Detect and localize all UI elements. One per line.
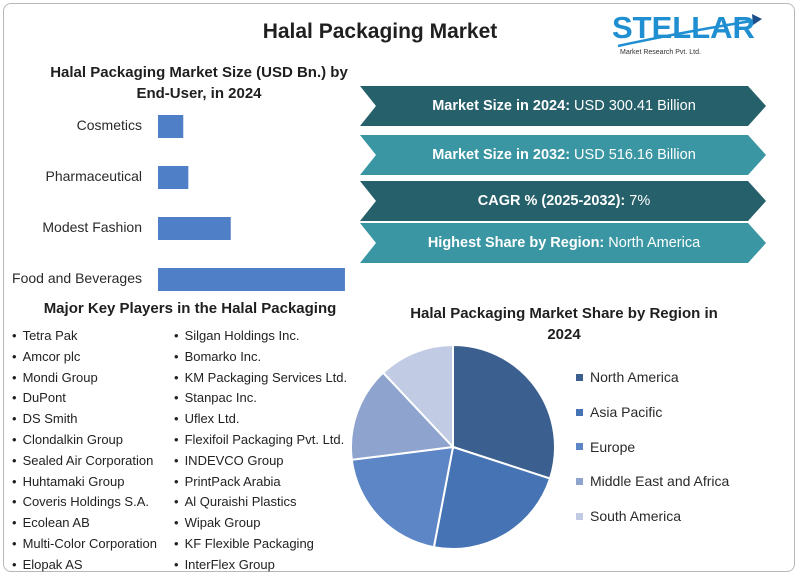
legend-label: South America [590,508,682,525]
list-item: Elopak AS [12,555,157,576]
banner-value: 7% [625,193,651,209]
pie-slice-south-america [381,343,454,450]
banner-value: North America [604,235,701,251]
legend-swatch [576,443,583,451]
list-item: Stanpac Inc. [174,388,347,409]
pie-slice-europe [350,445,455,549]
list-item: Ecolean AB [12,513,157,534]
banner-shape [360,181,766,221]
logo-swoosh-icon [617,14,762,48]
banner-label: Highest Share by Region: [427,235,605,251]
banner-text: Highest Share by Region: North America [368,223,760,263]
bar-chart-title: Halal Packaging Market Size (USD Bn.) by… [50,64,348,102]
list-item: Flexifoil Packaging Pvt. Ltd. [174,430,347,451]
pie-chart-title: Halal Packaging Market Share by Region i… [410,305,718,343]
list-item: Silgan Holdings Inc. [174,326,347,347]
banner-shape [360,135,766,175]
legend-item: Asia Pacific [576,395,729,430]
legend-item: Europe [576,429,729,464]
list-item: KF Flexible Packaging [174,534,347,555]
banner-value: USD 516.16 Billion [570,147,696,163]
list-item: InterFlex Group [174,555,347,576]
banner-text: CAGR % (2025-2032): 7% [368,181,760,221]
stellar-logo: STELLAR Market Research Pvt. Ltd. [612,6,772,62]
legend-label: Middle East and Africa [590,473,730,490]
list-item: INDEVCO Group [174,451,347,472]
list-item: Amcor plc [12,347,157,368]
legend-label: Asia Pacific [590,404,663,421]
bar-food-and-beverages [158,268,345,291]
banner-text: Market Size in 2024: USD 300.41 Billion [368,86,760,126]
list-item: Wipak Group [174,513,347,534]
list-item: Clondalkin Group [12,430,157,451]
page-title: Halal Packaging Market [262,20,498,43]
legend-item: Middle East and Africa [576,464,729,499]
legend-item: South America [576,499,729,534]
players-list-col1: Tetra PakAmcor plcMondi GroupDuPontDS Sm… [12,326,157,576]
list-item: Multi-Color Corporation [12,534,157,555]
list-item: Uflex Ltd. [174,409,347,430]
pie-chart [350,343,556,550]
list-item: Tetra Pak [12,326,157,347]
banner-label: Market Size in 2032: [432,147,571,163]
legend-swatch [576,512,583,520]
banner-label: CAGR % (2025-2032): [477,193,626,209]
list-item: DuPont [12,388,157,409]
list-item: Sealed Air Corporation [12,451,157,472]
banner-text: Market Size in 2032: USD 516.16 Billion [368,135,760,175]
banner-shape [360,223,766,263]
list-item: Huhtamaki Group [12,472,157,493]
banner-4: Highest Share by Region: North America [360,223,768,263]
list-item: Coveris Holdings S.A. [12,492,157,513]
banner-label: Market Size in 2024: [432,98,571,114]
players-list-col2: Silgan Holdings Inc.Bomarko Inc.KM Packa… [174,326,348,576]
pie-slice-north-america [452,343,556,480]
bar-cosmetics [158,115,184,138]
banner-1: Market Size in 2024: USD 300.41 Billion [360,86,768,126]
list-item: PrintPack Arabia [174,472,347,493]
bar-label-modest-fashion: Modest Fashion [42,219,142,235]
pie-legend: North America Asia Pacific Europe Middle Ea… [576,360,729,533]
logo-wordmark-text: STELLAR [612,10,755,45]
legend-swatch [576,477,583,485]
bar-label-pharmaceutical: Pharmaceutical [45,168,143,184]
list-item: Bomarko Inc. [174,347,347,368]
legend-label: North America [590,369,679,386]
banner-shape [360,86,766,126]
bar-modest-fashion [158,217,231,240]
bar-label-cosmetics: Cosmetics [76,117,142,133]
list-item: KM Packaging Services Ltd. [174,368,348,389]
legend-label: Europe [590,438,636,455]
banner-2: Market Size in 2032: USD 516.16 Billion [360,135,768,175]
pie-slice-middle-east-and-africa [350,371,456,461]
bar-label-food-and-beverages: Food and Beverages [12,270,142,286]
list-item: Al Quraishi Plastics [174,492,347,513]
banner-value: USD 300.41 Billion [570,98,696,114]
bar-pharmaceutical [158,166,189,189]
legend-swatch [576,373,583,381]
bar-chart [158,115,345,291]
legend-item: North America [576,360,729,395]
legend-swatch [576,408,583,416]
list-item: Mondi Group [12,368,157,389]
logo-subtitle: Market Research Pvt. Ltd. [620,49,701,56]
banner-3: CAGR % (2025-2032): 7% [360,181,768,221]
players-title: Major Key Players in the Halal Packaging [43,300,337,317]
pie-slice-asia-pacific [432,445,552,550]
list-item: DS Smith [12,409,157,430]
logo-wordmark: STELLAR [612,10,755,46]
